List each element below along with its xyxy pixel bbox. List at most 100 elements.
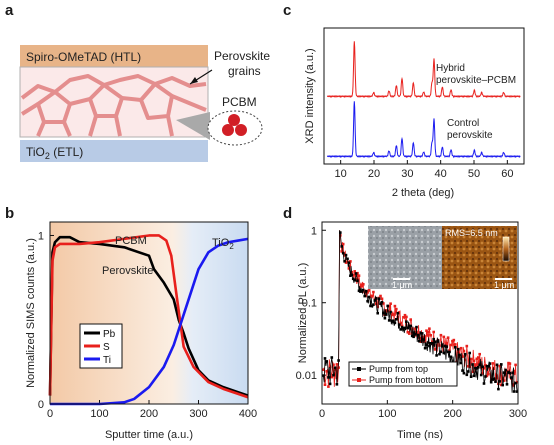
pl-point-top <box>364 289 368 293</box>
pl-point-top <box>464 352 467 356</box>
pl-point-top <box>367 295 371 299</box>
pl-point-top <box>465 373 469 377</box>
pl-point-bottom <box>471 370 474 374</box>
pl-point-bottom <box>505 369 509 373</box>
pl-point-bottom <box>367 289 371 292</box>
pl-point-bottom <box>511 383 515 386</box>
pl-point-top <box>438 352 441 356</box>
pl-point-bottom <box>397 311 401 314</box>
pl-point-top <box>462 371 466 375</box>
pl-point-bottom <box>481 372 484 375</box>
pcbm-molecule-1 <box>222 124 234 136</box>
pl-ytick-label: 0.01 <box>296 370 317 382</box>
pl-point-top <box>510 376 513 379</box>
pl-point-bottom <box>459 346 463 350</box>
pl-point-bottom <box>454 343 457 346</box>
pl-legend: Pump from top Pump from bottom <box>348 361 458 387</box>
pl-point-top <box>382 311 385 315</box>
pl-point-top <box>475 367 479 370</box>
pl-point-bottom <box>357 274 361 277</box>
pl-point-top <box>479 373 483 377</box>
xrd-control-trace <box>326 101 521 159</box>
pl-point-top <box>356 279 359 282</box>
pl-point-bottom <box>327 385 330 388</box>
xrd-xticks: 10 20 30 40 50 60 <box>335 160 513 180</box>
pl-ylabel: Normalized PL (a.u.) <box>297 263 309 363</box>
pl-point-top <box>461 369 464 372</box>
pl-point-top <box>508 371 512 375</box>
pl-point-bottom <box>475 357 479 361</box>
legend-label-pb: Pb <box>103 329 116 340</box>
pl-point-bottom <box>349 260 352 263</box>
pl-point-top <box>395 318 398 321</box>
pl-point-top <box>459 361 463 365</box>
pl-point-bottom <box>344 261 348 264</box>
xrd-ylabel: XRD intensity (a.u.) <box>304 48 316 143</box>
pl-point-bottom <box>322 368 325 371</box>
pl-point-top <box>471 363 474 366</box>
pl-point-bottom <box>478 352 481 356</box>
pl-point-top <box>383 316 387 320</box>
pl-point-top <box>323 357 327 360</box>
pl-point-bottom <box>406 331 410 334</box>
pl-point-top <box>379 302 382 305</box>
pl-xtick-label: 300 <box>509 408 527 420</box>
sem-scale-label: 1 μm <box>392 280 412 290</box>
pl-point-bottom <box>485 374 489 378</box>
pl-point-bottom <box>359 285 362 289</box>
pl-point-bottom <box>495 376 499 380</box>
pl-point-top <box>387 319 391 322</box>
xrd-xtick-label: 10 <box>335 168 347 180</box>
pl-point-top <box>489 380 493 384</box>
pl-point-top <box>370 304 374 308</box>
pl-point-top <box>422 338 425 341</box>
pl-point-top <box>347 261 351 264</box>
xrd-xtick-label: 30 <box>401 168 413 180</box>
pl-point-bottom <box>402 316 405 319</box>
xrd-axes-frame <box>323 27 525 165</box>
pl-point-bottom <box>449 343 453 347</box>
pl-point-bottom <box>366 291 369 294</box>
pl-point-top <box>415 325 418 329</box>
pl-point-bottom <box>504 373 507 376</box>
pl-point-bottom <box>328 365 332 368</box>
sims-annotation-tio2: TiO2 <box>212 237 234 251</box>
legend-label-ti: Ti <box>103 355 111 366</box>
pl-point-top <box>429 342 433 345</box>
pl-point-bottom <box>369 295 372 299</box>
xrd-xtick-label: 60 <box>501 168 513 180</box>
pl-point-top <box>380 300 384 304</box>
pl-point-top <box>333 366 337 369</box>
pl-point-top <box>442 351 446 355</box>
pl-point-top <box>477 366 480 369</box>
pl-point-bottom <box>445 341 448 345</box>
pl-point-top <box>501 383 504 387</box>
pl-point-top <box>396 311 400 315</box>
pl-point-top <box>386 304 389 308</box>
pl-point-top <box>468 351 471 355</box>
pl-point-bottom <box>465 344 469 348</box>
pl-ticks: 0 100 200 300 0.01 0.1 1 <box>296 225 528 420</box>
sims-xlabel: Sputter time (a.u.) <box>105 429 193 441</box>
legend-marker-bottom <box>357 378 361 382</box>
pl-point-top <box>431 341 434 345</box>
pl-point-top <box>443 344 447 348</box>
pl-point-top <box>482 382 486 385</box>
pl-point-top <box>420 332 424 335</box>
pl-point-bottom <box>472 359 476 363</box>
pl-point-bottom <box>370 294 374 298</box>
pl-point-top <box>406 326 410 330</box>
pl-point-bottom <box>484 364 487 367</box>
pl-point-bottom <box>335 363 339 366</box>
pl-point-top <box>399 328 402 331</box>
pl-axes-border <box>321 221 519 405</box>
pl-point-bottom <box>330 375 334 379</box>
pl-point-top <box>512 390 516 393</box>
pl-point-top <box>491 378 494 381</box>
pl-point-top <box>497 387 500 391</box>
pl-point-bottom <box>512 369 516 373</box>
pl-point-top <box>377 297 381 300</box>
pl-point-top <box>363 294 366 298</box>
etl-label: TiO2 (ETL) <box>26 145 83 161</box>
pl-point-bottom <box>507 361 510 365</box>
